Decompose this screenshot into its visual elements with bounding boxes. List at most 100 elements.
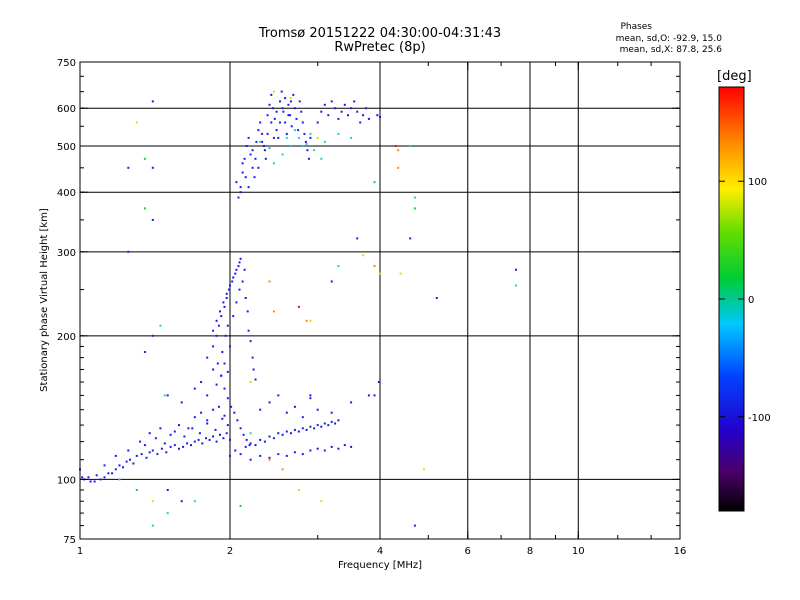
data-point-blue	[272, 437, 275, 440]
data-point-green	[413, 207, 416, 210]
data-point-blue	[277, 432, 280, 435]
data-point-cyan	[337, 132, 340, 135]
data-point-blue	[225, 292, 228, 295]
data-point-blue	[145, 456, 148, 459]
x-tick-label: 6	[465, 546, 471, 557]
data-point-blue	[215, 334, 218, 337]
data-point-blue	[413, 524, 416, 527]
data-point-blue	[238, 261, 241, 264]
data-point-blue	[304, 140, 307, 143]
data-point-blue	[287, 114, 290, 117]
data-point-blue	[293, 428, 296, 431]
data-point-blue	[140, 453, 143, 456]
data-point-blue	[289, 432, 292, 435]
data-point-blue	[285, 411, 288, 414]
data-point-blue	[221, 417, 224, 420]
data-point-blue	[301, 416, 304, 419]
data-point-blue	[178, 424, 180, 427]
colorbar-tick-label: 0	[748, 295, 754, 306]
data-point-blue	[266, 114, 269, 117]
data-point-blue	[327, 424, 330, 427]
data-point-blue	[81, 476, 84, 479]
data-point-blue	[409, 237, 412, 240]
data-point-orange	[268, 280, 271, 283]
data-point-blue	[212, 345, 215, 348]
data-point-orange	[305, 319, 308, 322]
data-point-blue	[327, 114, 330, 117]
data-point-red	[394, 145, 397, 147]
data-point-blue	[323, 449, 326, 452]
data-point-blue	[222, 437, 225, 440]
data-point-blue	[281, 107, 284, 110]
data-point-blue	[190, 444, 192, 447]
data-point-blue	[246, 310, 249, 313]
data-point-blue	[359, 121, 362, 124]
x-tick-label: 2	[227, 546, 233, 557]
data-point-cyan	[297, 136, 300, 139]
data-point-orange	[268, 458, 271, 461]
data-point-blue	[235, 181, 238, 184]
data-point-blue	[156, 453, 159, 456]
data-point-blue	[277, 453, 280, 456]
data-point-blue	[206, 419, 209, 422]
data-point-cyan	[413, 196, 416, 199]
data-point-cyan	[515, 284, 517, 287]
data-point-blue	[237, 196, 240, 199]
x-tick-label: 4	[377, 546, 383, 557]
data-point-blue	[245, 438, 248, 441]
data-point-blue	[241, 171, 244, 174]
data-point-blue	[95, 474, 98, 477]
data-point-blue	[219, 433, 221, 436]
data-point-yellow	[297, 489, 300, 491]
data-point-yellow	[422, 468, 425, 471]
data-point-cyan	[281, 153, 284, 156]
data-point-blue	[226, 397, 229, 400]
data-point-blue	[275, 110, 278, 113]
data-point-blue	[148, 451, 151, 454]
data-point-yellow	[320, 500, 323, 503]
data-point-blue	[243, 268, 246, 271]
data-point-blue	[285, 454, 288, 457]
data-point-blue	[365, 107, 367, 110]
data-point-blue	[232, 276, 235, 279]
data-point-blue	[143, 444, 146, 447]
data-point-blue	[266, 132, 269, 135]
data-point-blue	[239, 427, 242, 430]
data-point-yellow	[399, 272, 402, 275]
data-point-blue	[303, 132, 306, 135]
data-point-blue	[180, 401, 183, 404]
data-point-blue	[151, 100, 154, 103]
data-point-blue	[241, 162, 244, 165]
data-point-blue	[263, 149, 266, 152]
data-point-blue	[270, 121, 273, 124]
data-point-blue	[226, 324, 229, 327]
data-point-blue	[253, 176, 256, 179]
data-point-blue	[191, 427, 194, 430]
data-point-blue	[347, 114, 349, 117]
data-point-blue	[178, 447, 180, 450]
data-point-blue	[127, 449, 130, 452]
data-point-blue	[118, 464, 121, 467]
data-point-blue	[225, 432, 228, 435]
data-point-blue	[151, 166, 154, 169]
data-point-blue	[111, 472, 114, 475]
data-point-blue	[173, 430, 176, 433]
data-point-blue	[270, 93, 273, 96]
data-point-blue	[165, 451, 168, 454]
data-point-blue	[215, 440, 218, 443]
data-point-blue	[268, 435, 271, 438]
data-point-blue	[249, 442, 252, 445]
data-point-blue	[251, 149, 254, 152]
data-point-blue	[255, 140, 258, 143]
colorbar-ticks: 100 0 -100	[719, 177, 771, 424]
data-point-blue	[298, 100, 301, 103]
y-tick-label: 300	[57, 248, 76, 259]
data-point-blue	[281, 433, 284, 436]
data-point-blue	[334, 107, 337, 110]
data-point-blue	[289, 114, 292, 117]
data-point-cyan	[249, 432, 252, 435]
data-point-blue	[212, 329, 215, 332]
data-point-blue	[285, 430, 288, 433]
data-point-blue	[132, 462, 135, 465]
